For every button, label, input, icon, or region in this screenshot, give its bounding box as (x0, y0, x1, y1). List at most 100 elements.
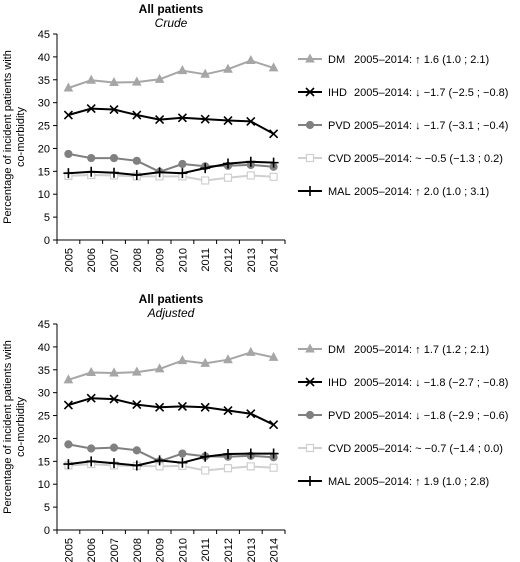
y-tick-label: 45 (38, 319, 50, 331)
y-tick-label: 40 (38, 52, 50, 64)
data-point-ihd (132, 110, 142, 120)
x-tick-label: 2014 (269, 248, 281, 272)
legend-entry-cvd: CVD 2005–2014: ~ −0.7 (−1.4 ; 0.0) (298, 443, 503, 455)
data-point-mal (245, 156, 256, 167)
x-tick-label: 2009 (155, 248, 167, 272)
data-point-ihd (132, 400, 142, 410)
y-tick-label: 25 (38, 411, 50, 423)
series-ihd (63, 393, 279, 430)
data-point-dm (109, 367, 119, 377)
y-tick-label: 10 (38, 189, 50, 201)
data-point-mal (154, 455, 165, 466)
y-axis-label-line: co-morbidity (15, 397, 27, 457)
legend-label: DM (328, 54, 345, 66)
data-point-mal (200, 451, 211, 462)
y-tick-label: 5 (44, 212, 50, 224)
data-point-dm (131, 76, 142, 86)
data-point-mal (63, 168, 74, 179)
legend-marker (305, 443, 315, 453)
data-point-ihd (177, 401, 187, 411)
x-tick-label: 2012 (223, 248, 235, 272)
data-point-mal (177, 457, 188, 468)
data-point-mal (63, 459, 74, 470)
data-point-mal (109, 458, 119, 469)
y-tick-label: 20 (38, 143, 50, 155)
series-line-ihd (68, 107, 275, 135)
data-point-dm (245, 54, 256, 65)
data-point-dm (200, 357, 211, 367)
legend-entry-dm: DM 2005–2014: ↑ 1.6 (1.0 ; 2.1) (298, 53, 489, 66)
data-point-ihd (155, 402, 165, 412)
series-line-cvd (68, 463, 274, 472)
series-line-ihd (68, 397, 275, 426)
legend-label: PVD (328, 410, 351, 422)
data-point-ihd (177, 113, 187, 123)
data-point-dm (223, 354, 233, 364)
data-point-pvd (87, 153, 96, 163)
data-point-mal (154, 167, 165, 178)
legend-label: DM (328, 344, 345, 356)
y-tick-label: 45 (38, 29, 50, 41)
series-dm (63, 346, 279, 384)
data-point-cvd (246, 171, 255, 180)
data-point-ihd (86, 393, 96, 403)
data-point-mal (131, 460, 142, 471)
x-tick-label: 2010 (177, 538, 189, 562)
legend-trend: 2005–2014: ~ −0.7 (−1.4 ; 0.0) (354, 443, 503, 455)
data-point-ihd (269, 420, 279, 430)
legend-trend: 2005–2014: ↓ −1.7 (−2.5 ; −0.8) (354, 87, 508, 99)
data-point-ihd (109, 104, 119, 115)
data-point-ihd (246, 116, 256, 127)
legend-label: PVD (328, 120, 351, 132)
legend-entry-ihd: IHD 2005–2014: ↓ −1.8 (−2.7 ; −0.8) (298, 377, 508, 389)
series-line-dm (68, 351, 274, 381)
data-point-mal (245, 448, 256, 459)
data-point-dm (200, 68, 211, 78)
data-point-pvd (178, 449, 187, 458)
series-ihd (63, 104, 279, 139)
data-point-mal (223, 158, 233, 169)
data-point-dm (109, 76, 119, 87)
y-tick-label: 20 (38, 433, 50, 445)
legend-marker (305, 343, 315, 353)
data-point-dm (86, 74, 97, 84)
data-point-dm (268, 351, 279, 361)
x-tick-label: 2006 (86, 538, 98, 562)
data-point-pvd (64, 440, 73, 449)
series-line-pvd (68, 443, 274, 463)
legend-label: IHD (328, 377, 347, 389)
x-tick-label: 2006 (86, 248, 98, 272)
data-point-dm (86, 366, 97, 377)
y-tick-label: 15 (38, 166, 50, 178)
data-point-dm (245, 346, 256, 356)
data-point-dm (154, 73, 165, 83)
legend-entry-pvd: PVD 2005–2014: ↓ −1.7 (−3.1 ; −0.4) (298, 120, 508, 132)
legend-marker (305, 410, 315, 420)
data-point-mal (86, 166, 97, 177)
series-line-mal (68, 160, 274, 176)
data-point-cvd (201, 176, 210, 185)
series-line-cvd (68, 174, 274, 182)
legend-label: CVD (328, 153, 351, 165)
x-tick-label: 2013 (246, 248, 258, 272)
y-tick-label: 0 (44, 235, 50, 247)
legend-marker (305, 377, 315, 387)
data-point-ihd (86, 104, 96, 114)
y-tick-label: 10 (38, 479, 50, 491)
data-point-ihd (155, 115, 165, 125)
legend-entry-cvd: CVD 2005–2014: ~ −0.5 (−1.3 ; 0.2) (298, 153, 503, 165)
x-tick-label: 2008 (132, 538, 144, 562)
data-point-mal (131, 169, 142, 180)
legend-trend: 2005–2014: ↓ −1.7 (−3.1 ; −0.4) (354, 120, 508, 132)
data-point-dm (63, 82, 74, 92)
y-tick-label: 15 (38, 456, 50, 468)
data-point-dm (268, 62, 279, 72)
data-point-dm (154, 363, 165, 373)
y-tick-label: 0 (44, 525, 50, 537)
legend-label: CVD (328, 443, 351, 455)
data-point-pvd (87, 444, 96, 453)
legend-trend: 2005–2014: ↑ 1.7 (1.2 ; 2.1) (354, 344, 489, 356)
